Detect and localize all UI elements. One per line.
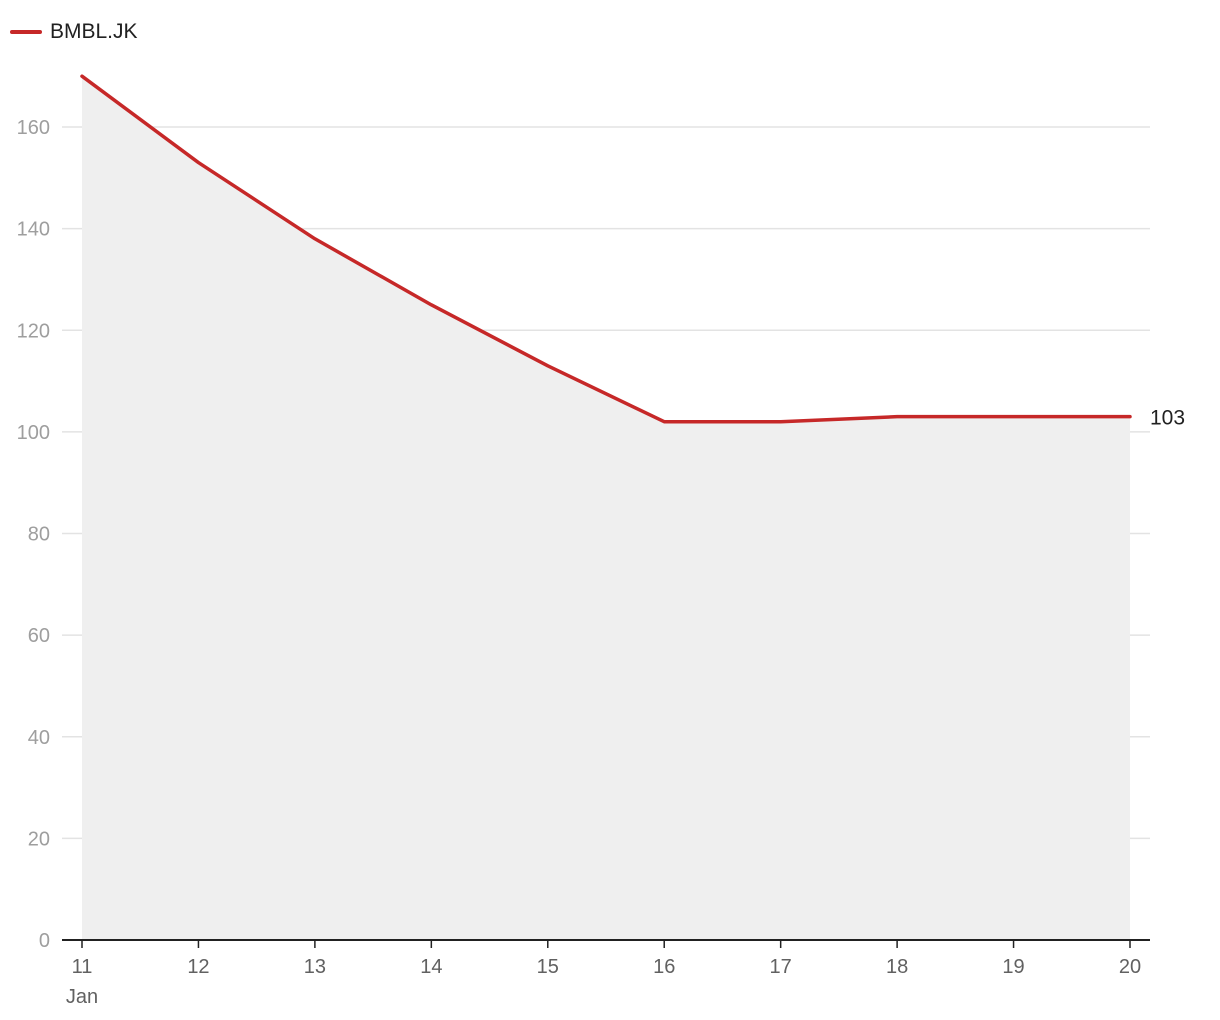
x-tick-label: 18 [886, 956, 908, 978]
y-tick-label: 40 [28, 727, 50, 749]
x-tick-label: 14 [420, 956, 442, 978]
area-path [82, 76, 1130, 940]
area-fill [82, 76, 1130, 940]
y-tick-label: 100 [17, 422, 50, 444]
x-axis: 11 12 13 14 15 16 17 18 19 20 Jan [62, 939, 1150, 1008]
y-tick-label: 0 [39, 930, 50, 952]
last-value-label: 103 [1150, 407, 1185, 430]
x-tick-label: 17 [770, 956, 792, 978]
x-tick-label: 19 [1002, 956, 1024, 978]
y-tick-label: 20 [28, 828, 50, 850]
legend: BMBL.JK [10, 18, 138, 46]
y-tick-label: 80 [28, 524, 50, 546]
x-tick-label: 11 [72, 956, 93, 978]
legend-swatch [10, 30, 42, 34]
x-tick-sublabel: Jan [66, 986, 98, 1008]
y-tick-label: 60 [28, 625, 50, 647]
series-line [80, 74, 1132, 424]
x-tick-label: 16 [653, 956, 675, 978]
legend-label: BMBL.JK [50, 20, 138, 43]
x-tick-label: 15 [537, 956, 559, 978]
data-labels: 103 [1150, 407, 1185, 430]
y-tick-label: 160 [17, 117, 50, 139]
y-tick-label: 140 [17, 219, 50, 241]
x-tick-label: 20 [1119, 956, 1141, 978]
y-tick-label: 120 [17, 320, 50, 342]
x-tick-label: 13 [304, 956, 326, 978]
series-line-bmbl [80, 74, 1132, 424]
x-tick-label: 12 [187, 956, 209, 978]
y-axis-ticks: 0 20 40 60 80 100 120 140 160 [17, 117, 50, 952]
